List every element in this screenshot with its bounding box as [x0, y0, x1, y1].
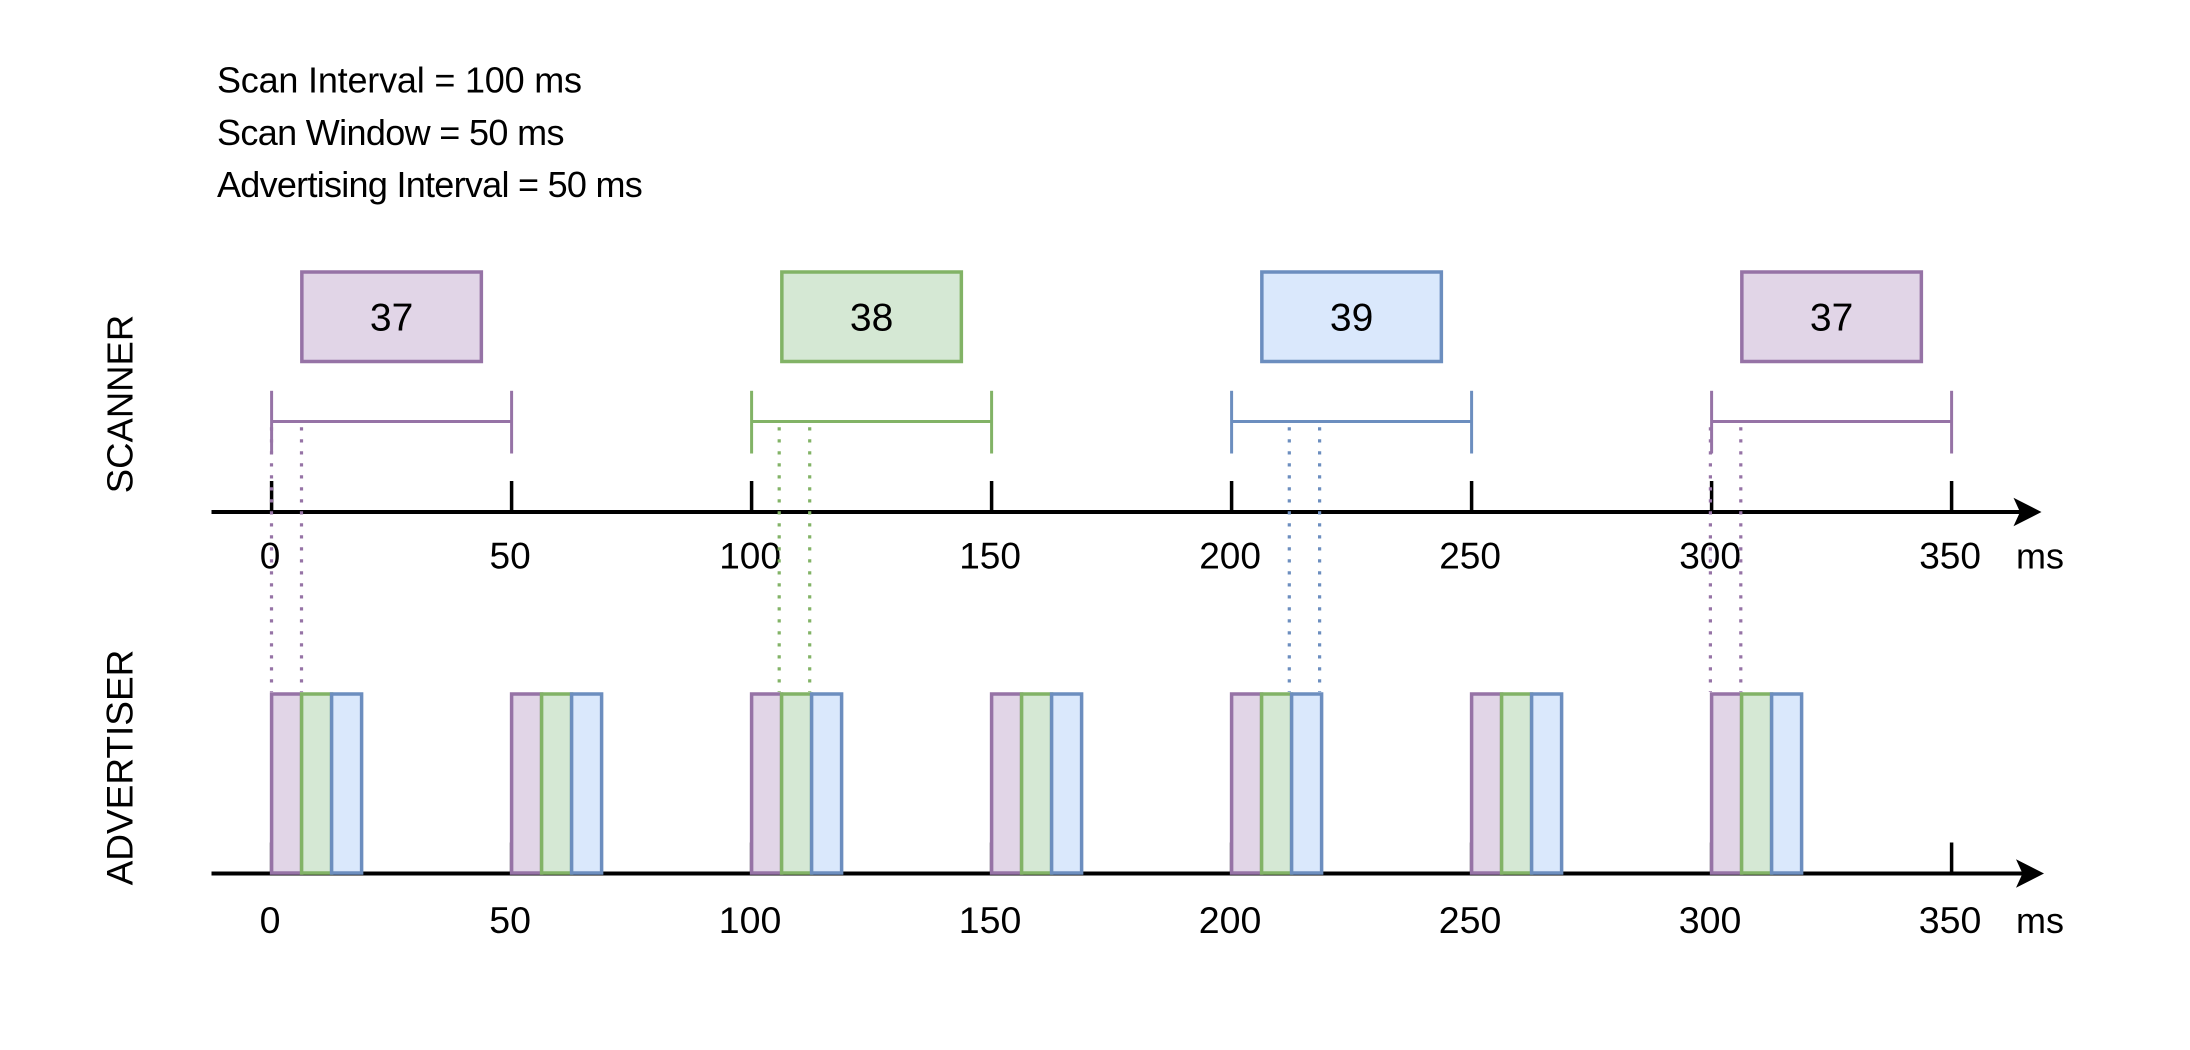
svg-text:350: 350: [1919, 899, 1982, 941]
svg-text:100: 100: [719, 899, 782, 941]
svg-text:250: 250: [1439, 899, 1502, 941]
svg-text:37: 37: [1810, 297, 1853, 340]
svg-text:Scan Window = 50 ms: Scan Window = 50 ms: [217, 112, 564, 153]
svg-text:37: 37: [370, 297, 413, 340]
svg-text:300: 300: [1679, 536, 1741, 577]
svg-text:ms: ms: [2016, 900, 2064, 941]
svg-text:150: 150: [959, 536, 1021, 577]
svg-text:150: 150: [959, 899, 1022, 941]
svg-text:Advertising Interval = 50 ms: Advertising Interval = 50 ms: [217, 164, 642, 205]
svg-text:Scan Interval = 100 ms: Scan Interval = 100 ms: [217, 60, 582, 101]
svg-text:300: 300: [1679, 899, 1742, 941]
svg-text:ADVERTISER: ADVERTISER: [100, 650, 141, 886]
svg-text:38: 38: [850, 297, 893, 340]
svg-text:50: 50: [489, 899, 531, 941]
svg-text:0: 0: [260, 899, 281, 941]
svg-text:ms: ms: [2016, 536, 2064, 577]
svg-text:200: 200: [1199, 536, 1261, 577]
svg-text:250: 250: [1439, 536, 1501, 577]
svg-text:SCANNER: SCANNER: [100, 315, 141, 493]
svg-text:100: 100: [719, 536, 781, 577]
svg-text:350: 350: [1919, 536, 1981, 577]
svg-text:39: 39: [1330, 297, 1373, 340]
svg-text:0: 0: [260, 536, 281, 577]
svg-text:50: 50: [490, 536, 531, 577]
svg-text:200: 200: [1199, 899, 1262, 941]
